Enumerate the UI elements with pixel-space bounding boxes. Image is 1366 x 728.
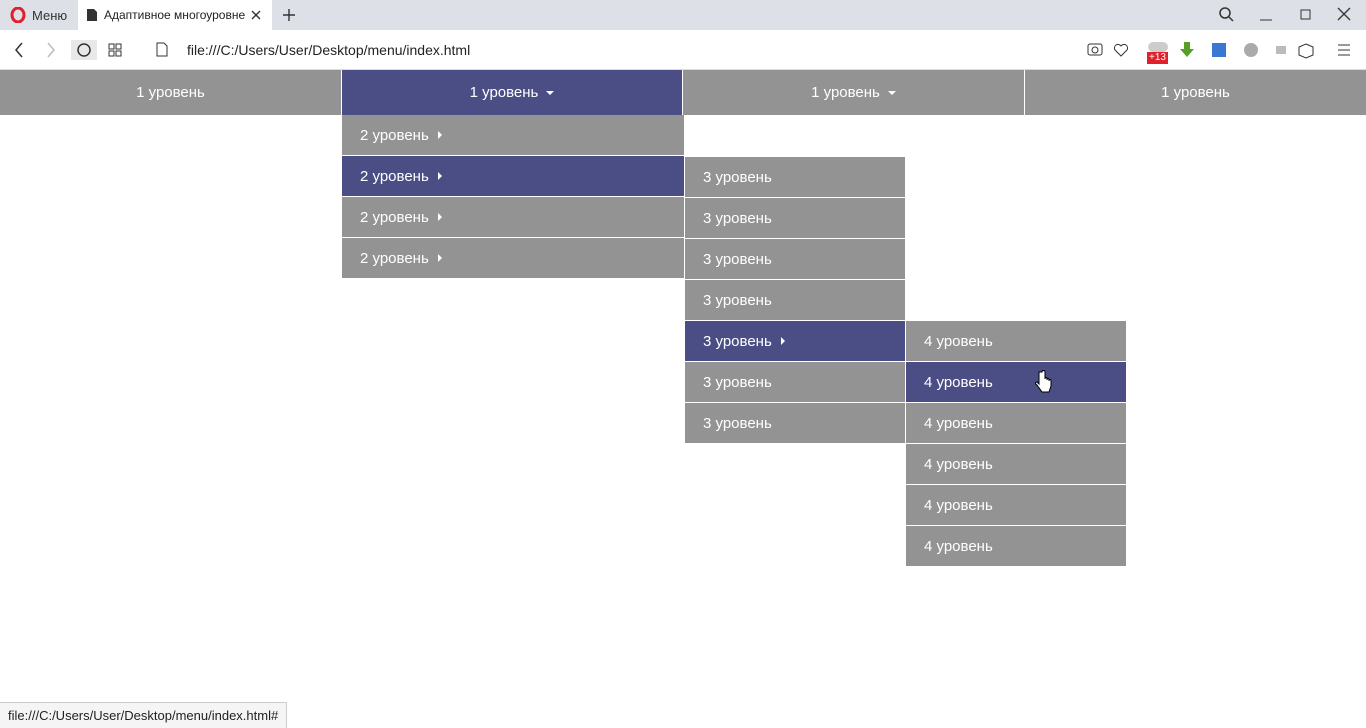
menu-label: 4 уровень <box>924 414 993 432</box>
menu-label: 3 уровень <box>703 168 772 186</box>
toolbar-icons[interactable] <box>1086 40 1356 62</box>
submenu-arrow <box>546 90 555 95</box>
menu-item[interactable]: 3 уровень <box>685 280 905 320</box>
file-icon <box>156 42 168 57</box>
menu-label: 3 уровень <box>703 332 772 350</box>
new-tab[interactable] <box>282 8 296 22</box>
menu-label: 3 уровень <box>703 414 772 432</box>
menu-label: 2 уровень <box>360 126 429 144</box>
menu-item[interactable]: 3 уровень <box>685 321 905 361</box>
menu-item[interactable]: 3 уровень <box>685 198 905 238</box>
tab[interactable]: Адаптивное многоуровне <box>78 0 272 30</box>
menu-item[interactable]: 2 уровень <box>342 197 684 237</box>
menu-label: 2 уровень <box>360 249 429 267</box>
menu-item[interactable]: 4 уровень <box>906 485 1126 525</box>
tab-close[interactable] <box>250 9 262 21</box>
submenu-arrow <box>437 131 442 139</box>
menu-item[interactable]: 4 уровень <box>906 403 1126 443</box>
menu-item[interactable]: 1 уровень <box>0 70 341 115</box>
opera-logo <box>10 7 26 23</box>
menu-label: 2 уровень <box>360 167 429 185</box>
submenu-arrow <box>780 337 785 345</box>
menu-item[interactable]: 3 уровень <box>685 362 905 402</box>
menu-item[interactable]: 2 уровень <box>342 238 684 278</box>
menu-item[interactable]: 4 уровень <box>906 526 1126 566</box>
menu-item[interactable]: 3 уровень <box>685 157 905 197</box>
opera-menu[interactable]: Меню <box>0 0 76 30</box>
menu-label: 1 уровень <box>811 84 880 101</box>
menu-label: 2 уровень <box>360 208 429 226</box>
menu-label: 4 уровень <box>924 455 993 473</box>
menu-label: 3 уровень <box>703 291 772 309</box>
menu-label: 1 уровень <box>136 84 205 101</box>
menu-label: 4 уровень <box>924 537 993 555</box>
menu-item[interactable]: 3 уровень <box>685 239 905 279</box>
menu-label: 4 уровень <box>924 373 993 391</box>
menu-label: 3 уровень <box>703 250 772 268</box>
menu-item[interactable]: 2 уровень <box>342 115 684 155</box>
tab-bar: Меню Адаптивное многоуровне <box>0 0 1366 30</box>
submenu-arrow <box>437 213 442 221</box>
cursor <box>1035 370 1052 393</box>
menu-item[interactable]: 4 уровень <box>906 321 1126 361</box>
menu-label: 1 уровень <box>1161 84 1230 101</box>
menu-label: 3 уровень <box>703 209 772 227</box>
tab-title: Адаптивное многоуровне <box>104 8 246 22</box>
menu-label: 3 уровень <box>703 373 772 391</box>
submenu-arrow <box>437 172 442 180</box>
page-icon <box>87 9 97 21</box>
menu-item[interactable]: 4 уровень <box>906 362 1126 402</box>
menu-label: 4 уровень <box>924 332 993 350</box>
url[interactable]: file:///C:/Users/User/Desktop/menu/index… <box>187 42 471 58</box>
menu-item[interactable]: 4 уровень <box>906 444 1126 484</box>
menu-item[interactable]: 1 уровень <box>683 70 1024 115</box>
menu-label: 1 уровень <box>469 84 539 101</box>
address-bar: file:///C:/Users/User/Desktop/menu/index… <box>0 30 1366 70</box>
menu-label: 4 уровень <box>924 496 993 514</box>
menu-label: Меню <box>32 7 68 23</box>
menu-item[interactable]: 1 уровень <box>1025 70 1366 115</box>
menu-item[interactable]: 1 уровень <box>342 70 682 115</box>
nav-buttons[interactable] <box>10 40 150 60</box>
submenu-arrow <box>437 254 442 262</box>
menu-item[interactable]: 3 уровень <box>685 403 905 443</box>
submenu-arrow <box>887 90 896 95</box>
window-controls[interactable] <box>1216 6 1366 24</box>
status-bar: file:///C:/Users/User/Desktop/menu/index… <box>0 702 288 728</box>
menu-item[interactable]: 2 уровень <box>342 156 684 196</box>
badge: +13 <box>1147 52 1168 64</box>
